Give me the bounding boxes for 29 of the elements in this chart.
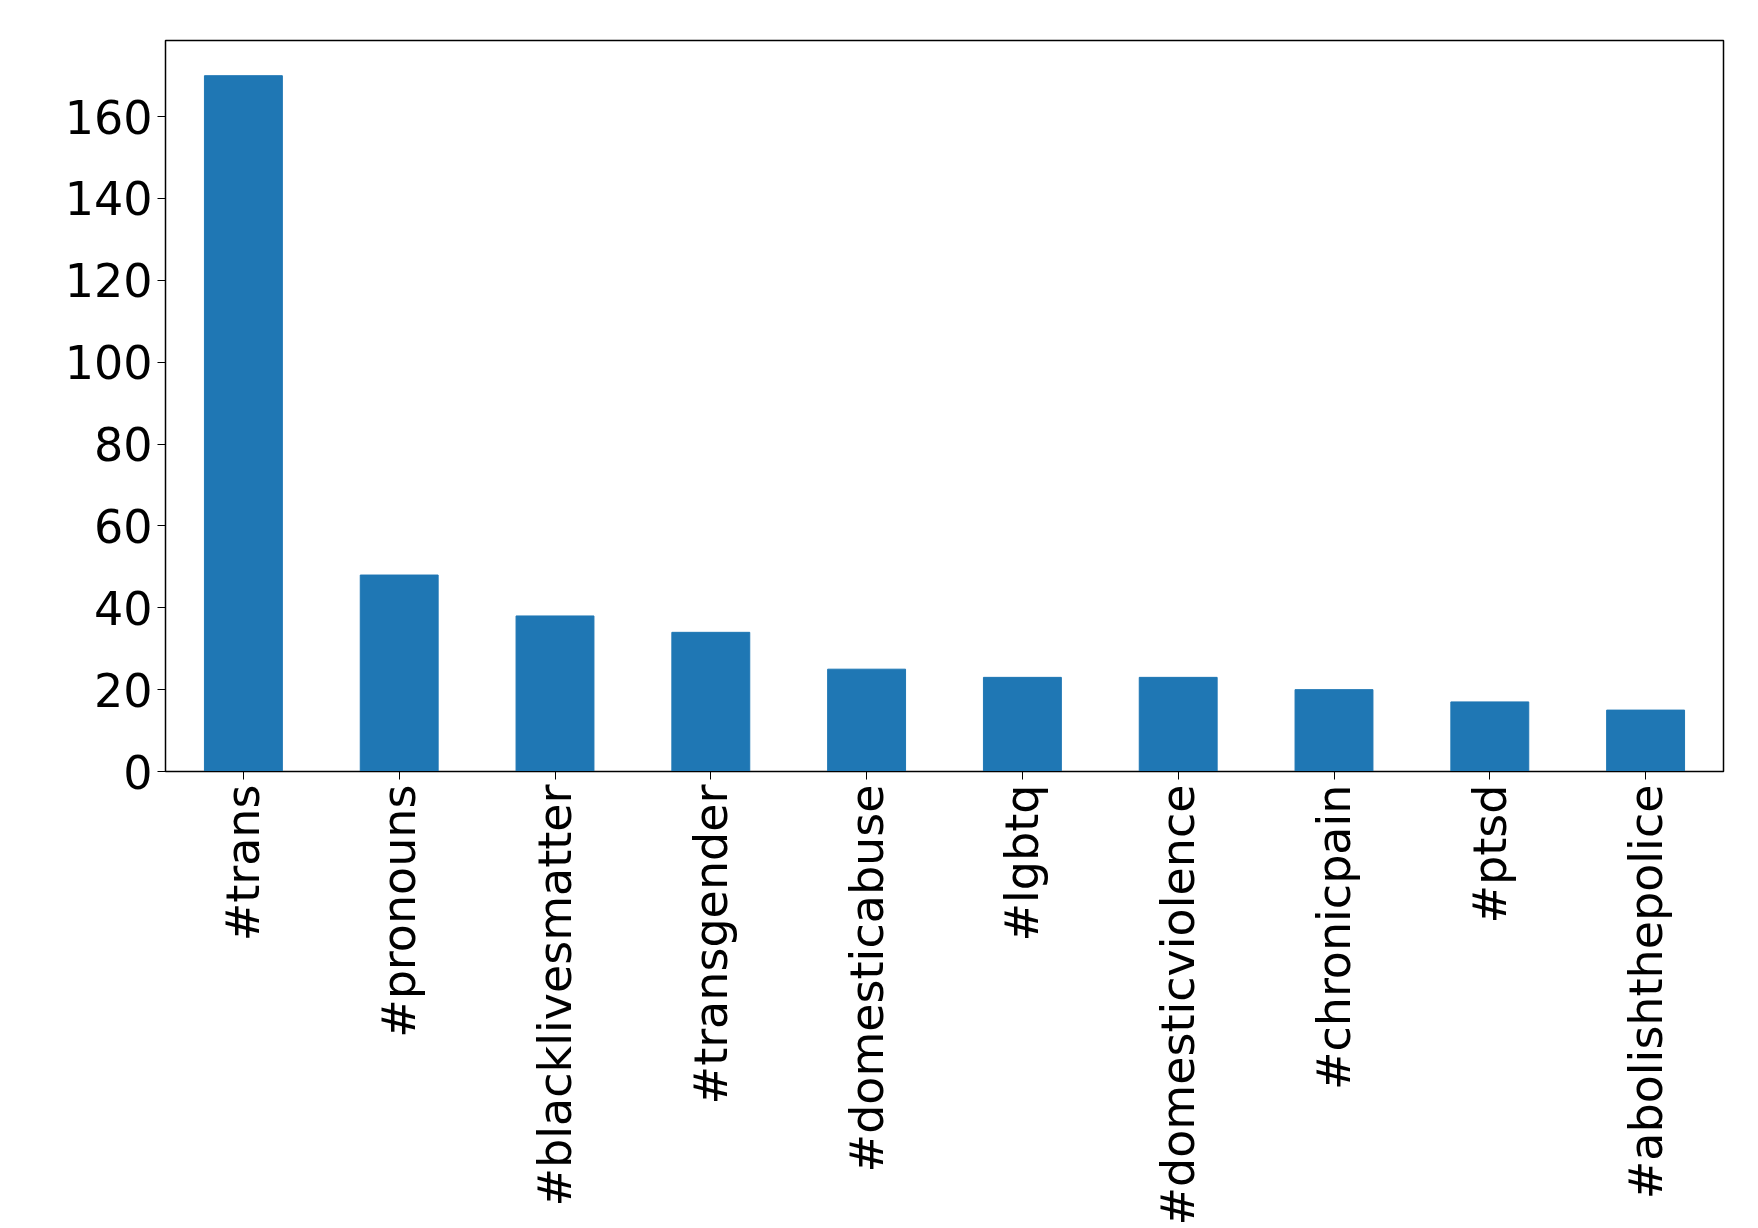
y-tick-label: 120 bbox=[64, 254, 153, 309]
y-tick-label: 0 bbox=[123, 745, 153, 800]
y-tick-label: 140 bbox=[64, 172, 153, 227]
x-tick-label: #chronicpain bbox=[1307, 784, 1361, 1091]
y-tick-label: 20 bbox=[93, 663, 153, 718]
y-tick-label: 160 bbox=[64, 90, 153, 145]
y-tick-label: 80 bbox=[93, 418, 153, 473]
x-tick-label: #abolishthepolice bbox=[1618, 784, 1673, 1200]
bar bbox=[359, 574, 439, 772]
x-tick-label: #transgender bbox=[683, 784, 738, 1105]
bar bbox=[1138, 676, 1218, 772]
bar bbox=[1294, 689, 1374, 772]
bar bbox=[1606, 709, 1686, 772]
bar bbox=[671, 631, 751, 772]
bar bbox=[982, 676, 1062, 772]
y-tick-label: 100 bbox=[64, 336, 153, 391]
bar bbox=[203, 75, 283, 772]
bar bbox=[1450, 701, 1530, 772]
bar bbox=[827, 668, 907, 772]
x-tick-label: #pronouns bbox=[372, 784, 427, 1038]
y-tick-label: 60 bbox=[93, 499, 153, 554]
x-tick-label: #domesticviolence bbox=[1151, 784, 1206, 1226]
y-tick-label: 40 bbox=[93, 581, 153, 636]
bar bbox=[515, 615, 595, 772]
x-tick-label: #ptsd bbox=[1462, 784, 1517, 924]
x-tick-label: #trans bbox=[216, 784, 271, 942]
x-tick-label: #blacklivesmatter bbox=[528, 784, 582, 1207]
x-tick-label: #lgbtq bbox=[995, 784, 1050, 942]
x-tick-label: #domesticabuse bbox=[839, 784, 894, 1173]
